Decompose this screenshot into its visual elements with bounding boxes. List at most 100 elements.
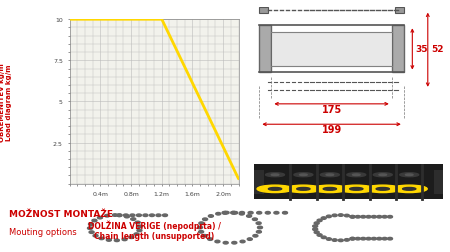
Circle shape [379, 174, 387, 176]
Circle shape [89, 223, 94, 226]
Circle shape [136, 214, 141, 217]
Circle shape [266, 173, 284, 177]
Circle shape [344, 214, 349, 217]
Circle shape [256, 222, 261, 225]
Circle shape [156, 214, 161, 217]
Circle shape [387, 216, 392, 218]
Circle shape [266, 212, 270, 214]
Circle shape [387, 237, 392, 240]
Circle shape [313, 225, 318, 228]
Circle shape [268, 188, 282, 191]
Circle shape [247, 215, 252, 217]
Circle shape [321, 217, 326, 219]
Circle shape [240, 240, 245, 243]
Circle shape [371, 216, 377, 218]
Circle shape [239, 213, 244, 215]
Circle shape [403, 188, 416, 191]
Circle shape [361, 237, 366, 240]
Bar [254, 170, 264, 194]
Circle shape [216, 213, 221, 215]
Text: 175: 175 [321, 104, 342, 114]
Circle shape [350, 188, 363, 191]
Text: OBREMENITEV kg/m
Load diagram kg/m: OBREMENITEV kg/m Load diagram kg/m [0, 63, 12, 141]
Circle shape [256, 231, 261, 233]
Circle shape [143, 214, 148, 217]
Circle shape [202, 235, 207, 237]
Bar [434, 170, 443, 194]
Circle shape [202, 218, 207, 221]
Circle shape [87, 227, 93, 230]
Circle shape [350, 216, 355, 218]
Circle shape [162, 214, 167, 217]
Circle shape [131, 218, 136, 220]
Circle shape [248, 238, 252, 240]
Text: 199: 199 [321, 124, 342, 135]
Circle shape [112, 214, 117, 216]
Circle shape [104, 215, 110, 217]
Circle shape [391, 185, 427, 193]
Circle shape [326, 174, 333, 176]
Circle shape [365, 185, 400, 193]
Text: 52: 52 [431, 45, 444, 54]
Circle shape [198, 231, 203, 233]
Circle shape [224, 211, 229, 214]
Circle shape [338, 185, 374, 193]
Circle shape [283, 212, 288, 214]
Circle shape [124, 215, 130, 218]
Circle shape [135, 221, 140, 224]
Text: 35: 35 [416, 45, 428, 54]
Circle shape [223, 241, 228, 244]
Circle shape [317, 234, 322, 236]
Circle shape [199, 222, 204, 225]
Circle shape [129, 236, 134, 239]
Circle shape [232, 241, 237, 244]
Circle shape [350, 237, 355, 240]
Circle shape [332, 239, 337, 241]
Circle shape [231, 212, 236, 214]
Circle shape [231, 211, 236, 214]
Circle shape [222, 212, 227, 214]
Circle shape [382, 216, 387, 218]
Circle shape [405, 174, 413, 176]
Circle shape [344, 239, 349, 241]
Circle shape [338, 214, 343, 216]
Circle shape [93, 234, 98, 237]
Text: MOŽNOST MONTAŽE: MOŽNOST MONTAŽE [9, 209, 113, 218]
Circle shape [271, 174, 279, 176]
Circle shape [377, 216, 382, 218]
Circle shape [376, 188, 389, 191]
Circle shape [106, 239, 111, 241]
Circle shape [320, 173, 339, 177]
Circle shape [321, 236, 326, 239]
Bar [259, 26, 271, 73]
Circle shape [361, 216, 366, 218]
Circle shape [134, 233, 139, 235]
Circle shape [130, 214, 135, 217]
Circle shape [371, 237, 377, 240]
Circle shape [350, 237, 355, 240]
Circle shape [356, 216, 360, 218]
Circle shape [117, 214, 122, 217]
Circle shape [257, 226, 262, 229]
Circle shape [89, 231, 94, 234]
Circle shape [374, 173, 392, 177]
Circle shape [297, 188, 310, 191]
Text: DOLŽINA VERIGE (nepodprta) /
Chain length (unsupported): DOLŽINA VERIGE (nepodprta) / Chain lengt… [88, 219, 220, 240]
Circle shape [326, 238, 331, 240]
Circle shape [137, 229, 142, 232]
Circle shape [248, 212, 253, 214]
Circle shape [92, 219, 97, 222]
Text: Mouting options: Mouting options [9, 227, 77, 236]
Circle shape [300, 174, 307, 176]
Circle shape [253, 235, 258, 237]
Circle shape [198, 226, 203, 229]
Circle shape [256, 212, 262, 214]
Circle shape [122, 238, 127, 241]
Circle shape [314, 222, 319, 225]
Bar [392, 26, 404, 73]
Circle shape [400, 173, 419, 177]
Circle shape [366, 216, 371, 218]
Circle shape [99, 237, 104, 240]
Circle shape [314, 231, 319, 234]
Circle shape [274, 212, 279, 214]
